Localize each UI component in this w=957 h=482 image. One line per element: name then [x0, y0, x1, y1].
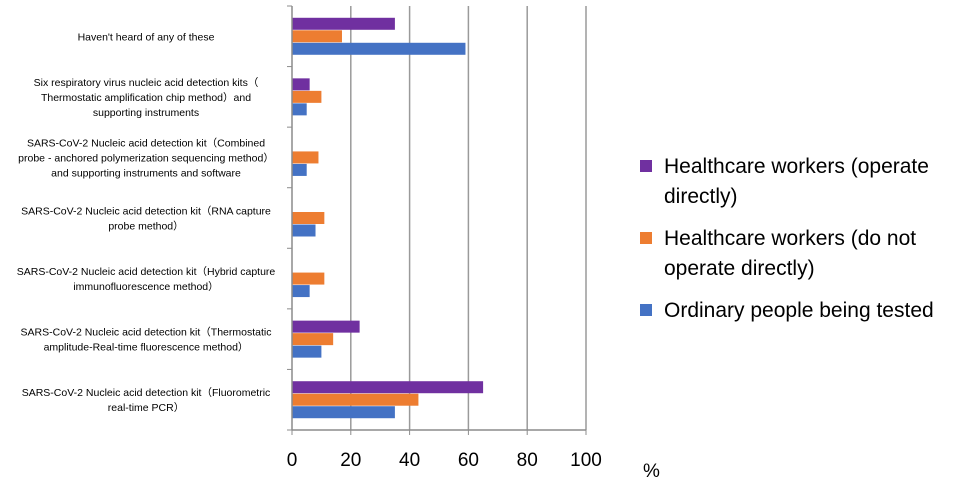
- category-label-line: immunofluorescence method）: [73, 281, 218, 293]
- category-label-line: real-time PCR）: [108, 402, 184, 414]
- category-label: SARS-CoV-2 Nucleic acid detection kit（Co…: [18, 137, 274, 179]
- legend-swatch: [640, 160, 652, 172]
- category-labels: Haven't heard of any of these Six respira…: [17, 31, 276, 414]
- legend: Healthcare workers (operate directly) He…: [640, 152, 955, 338]
- x-tick-label: 100: [570, 450, 602, 471]
- bar: [292, 212, 325, 224]
- bar: [292, 333, 334, 346]
- legend-label: Healthcare workers (do not operate direc…: [664, 227, 917, 280]
- category-label-line: SARS-CoV-2 Nucleic acid detection kit（Fl…: [22, 387, 271, 399]
- bar: [292, 30, 342, 43]
- bar: [292, 272, 325, 285]
- category-label-line: SARS-CoV-2 Nucleic acid detection kit（Co…: [27, 137, 265, 149]
- category-label-line: Thermostatic amplification chip method）a…: [41, 92, 251, 104]
- category-label-line: Haven't heard of any of these: [78, 31, 215, 43]
- category-label-line: probe method）: [108, 221, 183, 233]
- x-tick-label: 0: [287, 450, 298, 471]
- bar: [292, 90, 322, 103]
- category-label: SARS-CoV-2 Nucleic acid detection kit（RN…: [21, 206, 271, 233]
- legend-item-ordinary-people: Ordinary people being tested: [640, 296, 955, 326]
- bar: [292, 163, 307, 176]
- category-label: SARS-CoV-2 Nucleic acid detection kit（Hy…: [17, 266, 276, 293]
- category-label: SARS-CoV-2 Nucleic acid detection kit（Fl…: [22, 387, 271, 414]
- category-label: Six respiratory virus nucleic acid detec…: [34, 77, 259, 119]
- bar: [292, 78, 310, 91]
- category-label-line: Six respiratory virus nucleic acid detec…: [34, 77, 259, 89]
- bar: [292, 320, 360, 333]
- legend-label: Healthcare workers (operate directly): [664, 155, 929, 208]
- category-label-line: SARS-CoV-2 Nucleic acid detection kit（Hy…: [17, 266, 276, 278]
- gridlines: [350, 6, 587, 430]
- x-axis-unit-label: %: [643, 461, 660, 482]
- axes: [287, 5, 587, 435]
- bar: [292, 151, 319, 164]
- category-label-line: probe - anchored polymerization sequenci…: [18, 152, 274, 164]
- category-label-line: supporting instruments: [93, 107, 199, 119]
- bar: [292, 285, 310, 298]
- legend-swatch: [640, 304, 652, 316]
- bar: [292, 224, 316, 237]
- category-label-line: and supporting instruments and software: [51, 167, 241, 179]
- bar: [292, 345, 322, 358]
- category-label: Haven't heard of any of these: [78, 31, 215, 43]
- bar: [292, 393, 419, 406]
- bar: [292, 17, 395, 30]
- category-label-line: SARS-CoV-2 Nucleic acid detection kit（Th…: [21, 327, 272, 339]
- legend-label: Ordinary people being tested: [664, 299, 934, 322]
- category-label-line: SARS-CoV-2 Nucleic acid detection kit（RN…: [21, 206, 271, 218]
- x-tick-label: 60: [458, 450, 479, 471]
- bars: [292, 17, 484, 419]
- category-label-line: amplitude-Real-time fluorescence method）: [44, 342, 249, 354]
- legend-item-not-operate-directly: Healthcare workers (do not operate direc…: [640, 224, 955, 284]
- x-tick-label: 80: [517, 450, 538, 471]
- bar: [292, 42, 466, 55]
- category-label: SARS-CoV-2 Nucleic acid detection kit（Th…: [21, 327, 272, 354]
- legend-swatch: [640, 232, 652, 244]
- x-tick-label: 20: [340, 450, 361, 471]
- bar: [292, 406, 395, 419]
- bar: [292, 103, 307, 116]
- x-tick-label: 40: [399, 450, 420, 471]
- x-tick-labels: 0 20 40 60 80 100: [287, 450, 602, 471]
- legend-item-operate-directly: Healthcare workers (operate directly): [640, 152, 955, 212]
- bar: [292, 381, 484, 394]
